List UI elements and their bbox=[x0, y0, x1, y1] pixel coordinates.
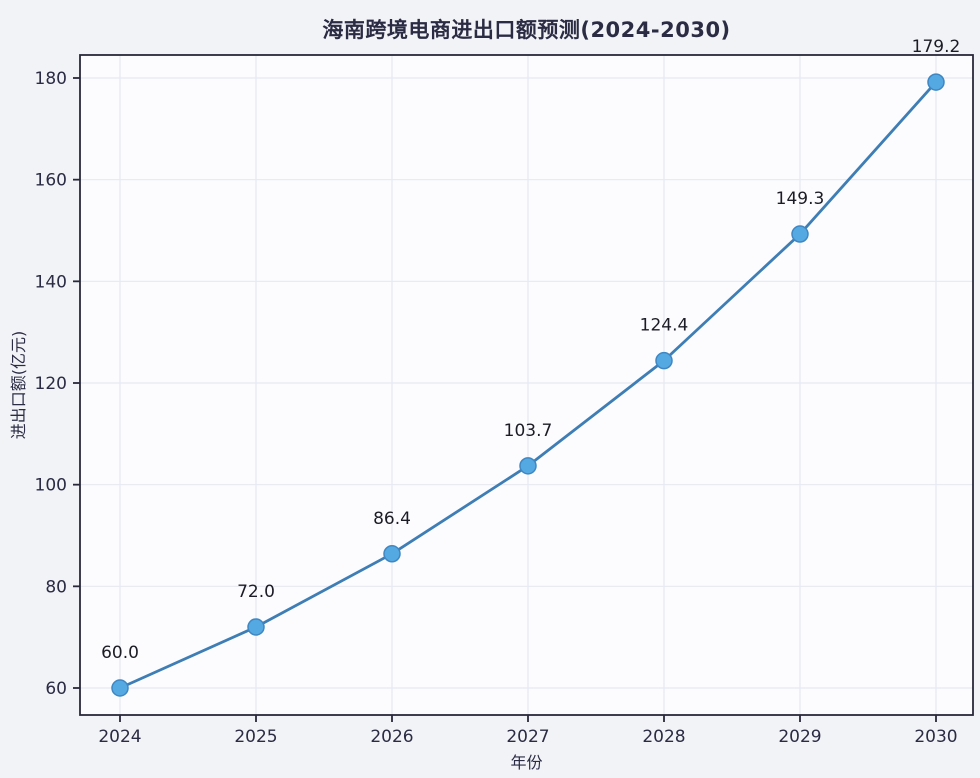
x-tick-label: 2030 bbox=[914, 727, 957, 747]
y-tick-label: 80 bbox=[45, 577, 67, 597]
y-tick-label: 180 bbox=[35, 69, 67, 89]
x-tick-label: 2029 bbox=[778, 727, 821, 747]
y-axis-label: 进出口额(亿元) bbox=[9, 330, 28, 440]
chart-title: 海南跨境电商进出口额预测(2024-2030) bbox=[322, 18, 731, 42]
data-point bbox=[655, 351, 673, 370]
data-point-label: 103.7 bbox=[504, 421, 553, 441]
x-axis-label: 年份 bbox=[510, 753, 543, 772]
data-point bbox=[927, 73, 945, 91]
data-point-label: 124.4 bbox=[640, 316, 689, 336]
plot-border bbox=[79, 54, 974, 716]
x-tick-label: 2025 bbox=[234, 727, 277, 747]
data-point bbox=[383, 545, 401, 563]
y-tick-label: 160 bbox=[35, 171, 67, 191]
data-point-label: 72.0 bbox=[237, 582, 275, 602]
y-tick-label: 100 bbox=[35, 476, 67, 496]
x-tick-label: 2027 bbox=[506, 727, 549, 747]
x-tick-label: 2028 bbox=[642, 727, 685, 747]
x-tick-label: 2026 bbox=[370, 727, 413, 747]
data-point bbox=[247, 618, 265, 636]
data-point bbox=[111, 679, 129, 697]
data-point bbox=[519, 457, 537, 475]
data-point bbox=[791, 225, 809, 243]
y-tick-label: 60 bbox=[45, 679, 67, 699]
data-point-label: 179.2 bbox=[912, 37, 961, 57]
y-tick-label: 120 bbox=[35, 374, 67, 394]
data-point-label: 60.0 bbox=[101, 643, 139, 663]
data-point-label: 149.3 bbox=[776, 189, 825, 209]
data-point-label: 86.4 bbox=[373, 509, 411, 529]
y-tick-label: 140 bbox=[35, 272, 67, 292]
x-tick-label: 2024 bbox=[98, 727, 141, 747]
plot-area bbox=[80, 55, 973, 715]
